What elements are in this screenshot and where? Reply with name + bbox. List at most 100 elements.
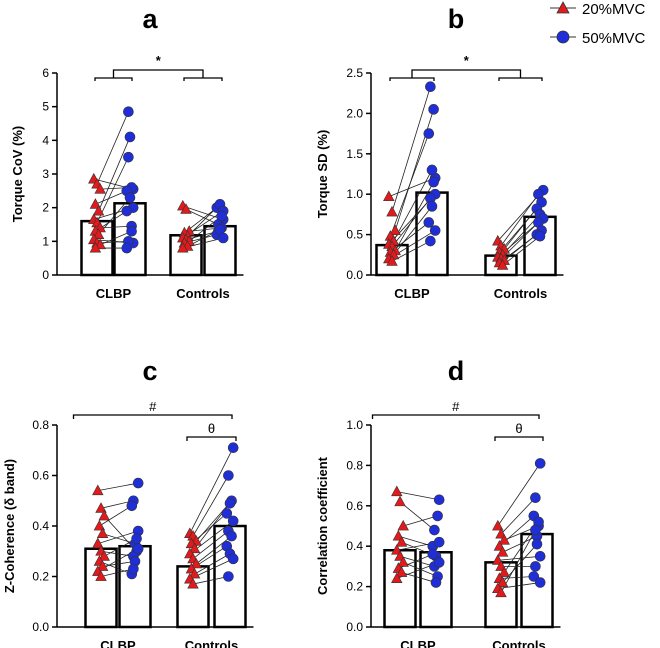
point-controls-50mvc [216,210,227,222]
point-controls-50mvc [534,230,546,242]
significance-bracket [112,69,204,78]
pair-line [185,208,219,225]
point-clbp-50mvc [433,494,445,506]
pair-line [96,111,129,185]
y-tick-label: 2 [42,201,49,215]
point-clbp-20mvc [92,228,105,240]
overall-significance-symbol: # [452,399,460,414]
pair-line [396,491,440,501]
point-controls-50mvc [223,571,234,582]
point-clbp-20mvc [383,190,395,202]
y-tick-label: 2.0 [346,106,363,120]
pair-line [499,208,538,253]
point-controls-20mvc [190,557,202,569]
pair-line [497,582,541,590]
point-controls-50mvc [534,550,546,562]
point-controls-50mvc [227,515,239,527]
legend-entry-20mvc: 20%MVC [550,1,646,18]
point-clbp-50mvc [429,225,441,236]
point-clbp-50mvc [430,577,442,588]
y-axis-label: Torque CoV (%) [10,126,25,223]
point-clbp-50mvc [131,533,142,544]
point-controls-20mvc [498,566,510,577]
pair-line [194,553,231,575]
point-clbp-20mvc [89,241,102,253]
y-tick-label: 1.5 [346,147,363,161]
point-controls-50mvc [224,497,236,509]
point-clbp-50mvc [426,201,438,212]
significance-subbracket [94,77,133,81]
panel-c: c Z-Coherence (δ band) 0.0 0.2 0.4 0.6 0.8 CLBP… [2,356,254,648]
category-label-controls: Controls [185,638,238,648]
y-tick-label: 0.2 [32,570,49,584]
point-clbp-20mvc [98,509,110,521]
y-tick-label: 1.0 [346,418,363,432]
pair-line [100,568,134,577]
category-label-controls: Controls [176,286,229,301]
significance-subbracket [389,77,435,81]
pair-line [97,482,139,492]
y-tick-label: 6 [42,66,49,80]
pair-line [403,515,438,527]
y-axis-label: Z-Coherence (δ band) [2,459,17,593]
point-clbp-20mvc [391,572,403,583]
category-label-controls: Controls [494,286,547,301]
point-clbp-50mvc [427,548,439,560]
y-tick-label: 4 [42,133,49,147]
legend-triangle-marker [556,1,570,14]
point-controls-20mvc [177,241,189,253]
point-clbp-20mvc [395,536,408,547]
point-clbp-20mvc [397,519,409,531]
panel-b: b Torque SD (%) 0.0 0.5 1.0 1.5 2.0 2.5 CLBP Cont… [315,4,564,301]
pair-line [192,576,229,585]
pair-line [500,193,539,247]
legend-circle-marker [556,30,570,44]
pair-line [98,197,131,235]
y-tick-label: 0.8 [32,418,49,432]
pair-line [502,535,538,553]
point-clbp-20mvc [92,204,105,216]
y-axis-label: Torque SD (%) [315,130,330,219]
point-controls-20mvc [496,546,509,557]
point-controls-20mvc [188,542,201,554]
bar-clbp-50mvc [113,202,147,277]
within-bracket [186,436,237,441]
overall-bracket [72,414,233,419]
pair-line [97,530,139,545]
point-clbp-50mvc [124,131,136,143]
point-clbp-20mvc [397,556,409,567]
pair-line [502,235,541,266]
y-tick-label: 0.2 [346,580,363,594]
overall-bracket [371,414,540,419]
point-clbp-20mvc [386,205,398,217]
category-label-controls: Controls [492,638,545,648]
y-tick-label: 0.4 [32,519,49,533]
point-controls-20mvc [496,259,509,270]
point-clbp-50mvc [428,104,439,115]
pair-line [99,560,132,575]
pair-line [497,463,541,527]
point-controls-20mvc [492,519,504,531]
point-clbp-50mvc [121,242,133,254]
y-axis-label: Correlation coefficient [315,456,330,595]
point-clbp-50mvc [433,536,445,548]
point-controls-50mvc [530,524,541,536]
point-clbp-20mvc [94,183,106,194]
point-clbp-20mvc [92,537,104,549]
point-controls-50mvc [227,553,239,565]
y-tick-label: 0.5 [346,228,363,242]
point-clbp-20mvc [96,527,109,539]
pair-line [100,230,132,246]
point-clbp-50mvc [121,205,133,217]
significance-bracket [411,69,522,78]
pair-line [399,555,435,567]
point-clbp-50mvc [425,235,436,247]
significance-symbol: * [464,53,470,68]
point-controls-50mvc [221,508,233,519]
significance-subbracket [183,77,223,81]
point-controls-20mvc [187,577,199,589]
point-controls-50mvc [534,458,546,469]
pair-line [391,86,431,213]
point-clbp-20mvc [389,224,401,235]
